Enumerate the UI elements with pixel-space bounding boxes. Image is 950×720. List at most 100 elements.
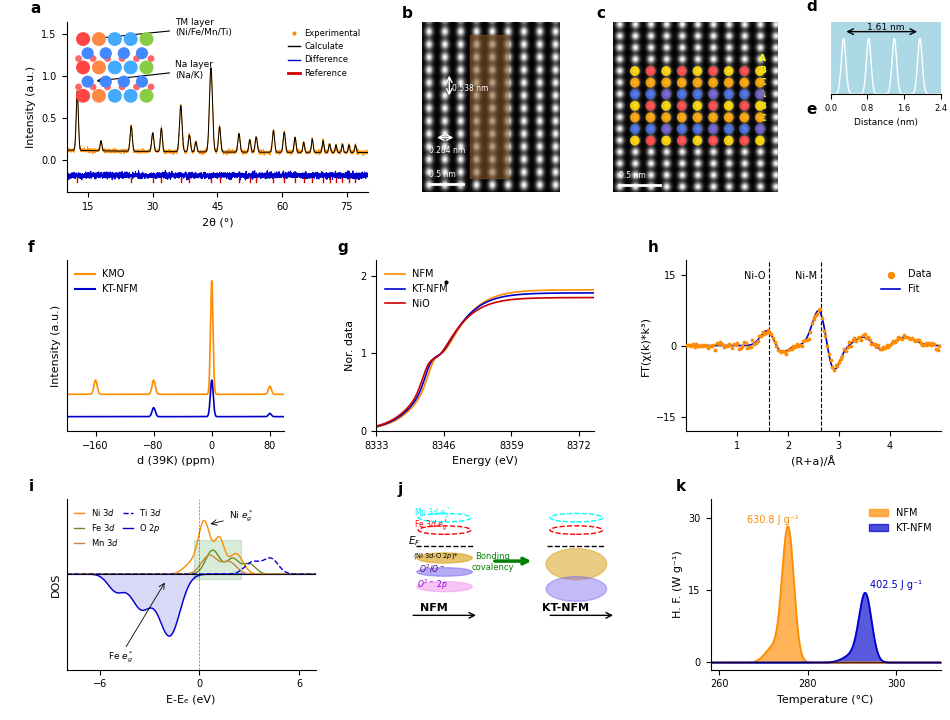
Circle shape <box>646 136 655 145</box>
Circle shape <box>694 90 701 99</box>
Ni 3d <box>166 570 178 578</box>
KT-NFM <box>615 289 626 297</box>
Circle shape <box>878 128 883 132</box>
X-axis label: (R+a)/Å: (R+a)/Å <box>791 456 835 467</box>
Circle shape <box>709 90 717 99</box>
Data <box>695 341 711 352</box>
Data <box>816 325 831 336</box>
Text: h: h <box>648 240 659 255</box>
Fe 3d <box>166 570 178 578</box>
Legend: NFM, KT-NFM: NFM, KT-NFM <box>865 504 936 536</box>
Data <box>917 339 932 351</box>
Data <box>853 334 868 346</box>
Data <box>833 354 848 365</box>
Data <box>922 337 937 348</box>
Data <box>844 341 859 352</box>
Text: c: c <box>596 6 605 21</box>
Text: $O^{2-}$ 2$p$: $O^{2-}$ 2$p$ <box>417 577 447 592</box>
Data <box>823 354 838 366</box>
Fe 3d <box>90 570 102 578</box>
Y-axis label: DOS: DOS <box>51 572 61 597</box>
Circle shape <box>662 102 670 110</box>
Data <box>908 336 923 347</box>
Data <box>796 336 811 347</box>
Fit <box>812 307 824 315</box>
Text: 0.538 nm: 0.538 nm <box>452 84 488 93</box>
Circle shape <box>854 153 863 158</box>
X-axis label: Temperature (°C): Temperature (°C) <box>777 695 874 705</box>
Y-axis label: Intensity (a.u.): Intensity (a.u.) <box>51 305 61 387</box>
Mn 3d <box>61 570 72 578</box>
Text: i: i <box>29 479 34 493</box>
Data <box>779 348 794 359</box>
Data <box>864 338 879 349</box>
Circle shape <box>662 78 670 87</box>
Data <box>733 343 749 354</box>
Ni 3d <box>176 565 187 574</box>
Data <box>900 331 915 343</box>
Data <box>723 339 738 351</box>
Ti 3d <box>310 570 321 578</box>
NFM <box>386 418 397 427</box>
Text: B: B <box>759 102 766 111</box>
NFM <box>556 286 567 294</box>
Text: A: A <box>759 89 766 99</box>
Data <box>701 342 716 354</box>
Data <box>706 339 721 351</box>
KT-NFM <box>580 289 592 297</box>
Fit <box>680 341 692 350</box>
Circle shape <box>918 145 923 149</box>
Mn 3d <box>166 570 178 578</box>
Data <box>799 335 814 346</box>
O 2p <box>163 631 175 640</box>
Data <box>770 344 786 356</box>
Mn 3d <box>204 551 216 559</box>
Data <box>775 345 790 356</box>
Circle shape <box>725 125 732 133</box>
Text: (Ni 3$d$-O 2$p$)*: (Ni 3$d$-O 2$p$)* <box>413 552 459 561</box>
Circle shape <box>631 78 639 87</box>
Data <box>808 310 823 321</box>
Data <box>928 343 943 355</box>
X-axis label: E-Eₑ (eV): E-Eₑ (eV) <box>166 695 216 705</box>
Ti 3d <box>80 570 91 578</box>
Data <box>862 334 877 346</box>
Data <box>932 341 947 352</box>
Data <box>889 335 904 346</box>
Data <box>828 359 844 371</box>
Fe 3d <box>176 570 187 578</box>
Fe 3d <box>172 570 183 578</box>
Circle shape <box>694 67 701 76</box>
Fe 3d <box>61 570 72 578</box>
Line: Mn 3d: Mn 3d <box>66 555 315 574</box>
Text: NFM: NFM <box>420 603 447 613</box>
Line: KT-NFM: KT-NFM <box>376 293 620 426</box>
Text: 5 nm/1: 5 nm/1 <box>836 177 864 186</box>
Circle shape <box>725 67 732 76</box>
Line: NiO: NiO <box>376 297 620 426</box>
Text: $O^2/O^-$: $O^2/O^-$ <box>419 563 446 575</box>
Data <box>879 339 894 351</box>
Circle shape <box>694 136 701 145</box>
O 2p <box>90 571 102 580</box>
Data <box>767 336 782 348</box>
Data <box>716 341 732 353</box>
Ellipse shape <box>417 582 472 592</box>
NFM <box>370 423 382 431</box>
Text: 402.5 J g⁻¹: 402.5 J g⁻¹ <box>870 580 922 590</box>
KT-NFM <box>526 289 538 298</box>
Text: B: B <box>759 66 766 75</box>
Data <box>790 341 806 352</box>
Data <box>857 328 872 340</box>
Ti 3d <box>90 570 102 578</box>
Circle shape <box>882 174 890 179</box>
Text: 0.5 nm: 0.5 nm <box>428 170 455 179</box>
NiO <box>370 422 382 431</box>
NiO <box>519 294 530 303</box>
X-axis label: 2θ (°): 2θ (°) <box>201 217 234 228</box>
Data <box>872 343 887 354</box>
Text: 0.284 nm: 0.284 nm <box>428 146 465 155</box>
O 2p <box>61 570 72 578</box>
Data <box>835 350 850 361</box>
Text: Ni $e_g^*$: Ni $e_g^*$ <box>229 509 254 524</box>
